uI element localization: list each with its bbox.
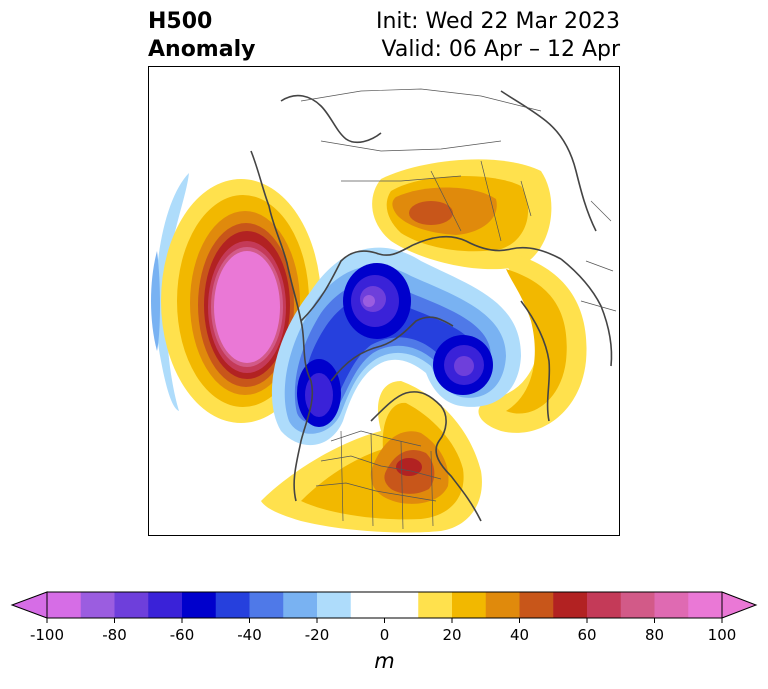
colorbar-cell <box>553 592 588 618</box>
colorbar-cell <box>418 592 453 618</box>
title-line-1: H500 <box>148 9 213 34</box>
colorbar-cell <box>485 592 520 618</box>
colorbar-cell <box>587 592 622 618</box>
colorbar-tick-label: 100 <box>708 626 737 644</box>
colorbar-cell <box>317 592 352 618</box>
colorbar-unit-label: m <box>374 649 394 673</box>
colorbar-tick-label: -40 <box>237 626 262 644</box>
colorbar-cell <box>519 592 554 618</box>
colorbar-cell <box>283 592 318 618</box>
colorbar-tick-label: 60 <box>577 626 596 644</box>
borders <box>300 88 617 530</box>
colorbar-cell <box>249 592 284 618</box>
colorbar-tick-label: -100 <box>30 626 64 644</box>
colorbar-cell <box>654 592 689 618</box>
colorbar-tick-label: 40 <box>510 626 529 644</box>
colorbar: -100 -80 -60 -40 -20 0 20 40 60 80 100 m <box>0 585 768 685</box>
colorbar-cell <box>620 592 655 618</box>
colorbar-tick-label: 80 <box>645 626 664 644</box>
colorbar-tick-label: 0 <box>380 626 390 644</box>
colorbar-cell <box>148 592 183 618</box>
colorbar-cell <box>452 592 487 618</box>
anomaly-map <box>148 66 620 536</box>
colorbar-under-arrow <box>10 591 48 619</box>
atlantic-positive <box>478 251 587 433</box>
colorbar-cell <box>47 592 82 618</box>
colorbar-cell <box>215 592 250 618</box>
colorbar-cell <box>182 592 217 618</box>
colorbar-over-arrow <box>721 591 758 619</box>
colorbar-tick-label: -80 <box>102 626 127 644</box>
title-line-2: Anomaly <box>148 37 256 62</box>
colorbar-tick-label: -20 <box>305 626 330 644</box>
map-canvas <box>151 88 617 533</box>
colorbar-tick-label: -60 <box>170 626 195 644</box>
coastlines <box>250 90 613 522</box>
colorbar-cell <box>80 592 115 618</box>
colorbar-cell <box>350 592 385 618</box>
colorbar-tick-label: 20 <box>442 626 461 644</box>
forecast-dates: Init: Wed 22 Mar 2023 Valid: 06 Apr – 12… <box>376 8 620 64</box>
colorbar-cell <box>114 592 149 618</box>
west-negative-lightblue <box>155 173 189 411</box>
init-date: Init: Wed 22 Mar 2023 <box>375 9 620 34</box>
pacific-ridge <box>161 179 321 423</box>
colorbar-cell <box>384 592 419 618</box>
map-title: H500 Anomaly <box>148 8 255 64</box>
valid-date-range: Valid: 06 Apr – 12 Apr <box>381 37 621 62</box>
west-negative-blue <box>151 251 160 351</box>
eurasia-ridge <box>372 159 552 270</box>
colorbar-svg: -100 -80 -60 -40 -20 0 20 40 60 80 100 m <box>10 591 758 673</box>
colorbar-cell <box>688 592 723 618</box>
